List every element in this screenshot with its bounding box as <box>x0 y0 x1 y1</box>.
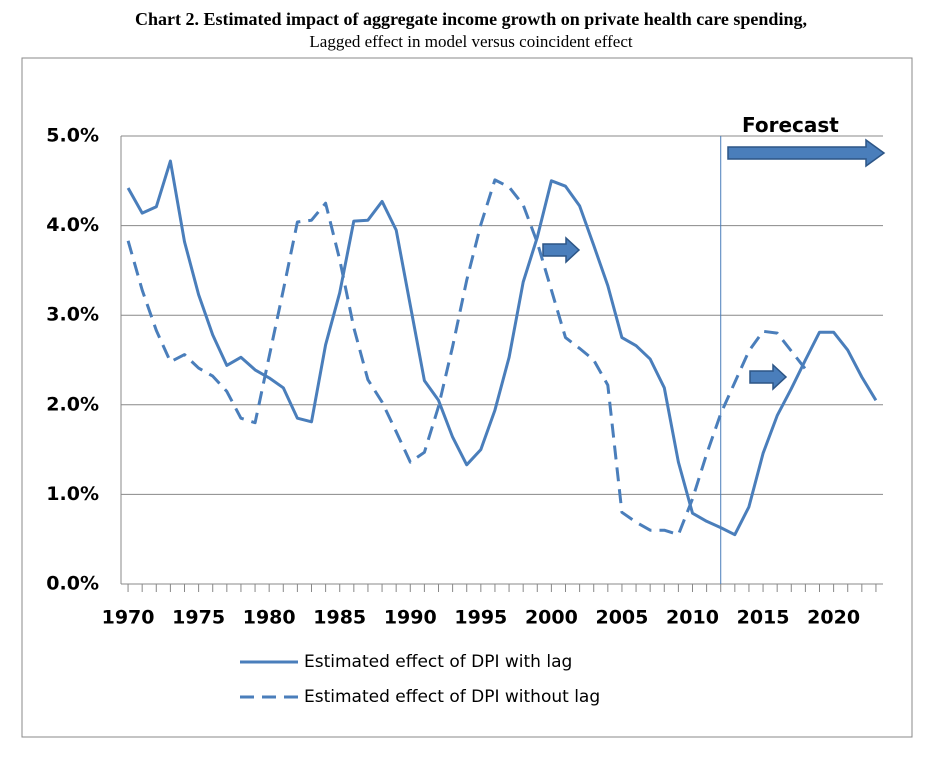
x-tick-label: 1990 <box>384 607 437 629</box>
x-tick-label: 1975 <box>172 607 225 629</box>
series-line <box>126 159 878 537</box>
y-tick-label: 1.0% <box>46 483 99 505</box>
chart-frame <box>21 57 913 738</box>
x-tick-label: 1995 <box>454 607 507 629</box>
x-tick-label: 1985 <box>313 607 366 629</box>
y-tick-label: 0.0% <box>46 573 99 595</box>
forecast-label: Forecast <box>742 113 839 137</box>
forecast-arrow <box>727 138 886 168</box>
x-tick-label: 2020 <box>807 607 860 629</box>
chart-subtitle: Lagged effect in model versus coincident… <box>309 32 632 51</box>
chart-title: Chart 2. Estimated impact of aggregate i… <box>135 9 807 29</box>
shift-arrow <box>749 363 788 391</box>
x-tick-label: 2010 <box>666 607 719 629</box>
x-tick-label: 2005 <box>595 607 648 629</box>
x-tick-label: 2015 <box>737 607 790 629</box>
y-tick-label: 2.0% <box>46 393 99 415</box>
x-tick-label: 1980 <box>243 607 296 629</box>
y-tick-label: 3.0% <box>46 304 99 326</box>
legend-label: Estimated effect of DPI with lag <box>304 652 572 672</box>
legend-label: Estimated effect of DPI without lag <box>304 687 600 707</box>
shift-arrow <box>542 236 581 264</box>
x-tick-label: 1970 <box>102 607 155 629</box>
y-tick-label: 5.0% <box>46 125 99 147</box>
series-line <box>126 178 807 537</box>
y-tick-label: 4.0% <box>46 214 99 236</box>
x-tick-label: 2000 <box>525 607 578 629</box>
